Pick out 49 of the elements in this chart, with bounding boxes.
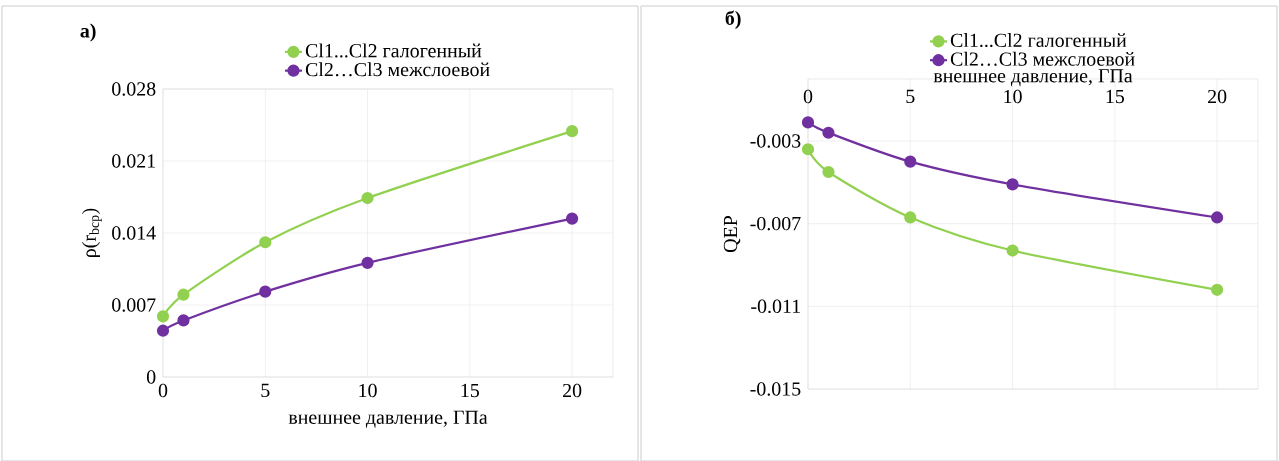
point bbox=[177, 288, 190, 301]
y-axis-title: ρ(r$_{bcp}$) bbox=[81, 208, 102, 257]
x-axis-title: внешнее давление, ГПа bbox=[933, 69, 1133, 87]
point bbox=[801, 116, 815, 129]
point bbox=[259, 236, 272, 249]
point bbox=[177, 314, 190, 327]
legend-label: Cl2…Cl3 межслоевой bbox=[305, 62, 490, 77]
point bbox=[1006, 178, 1019, 191]
x-tick-label: 0 bbox=[158, 383, 168, 398]
point bbox=[822, 126, 835, 139]
chart-title: а) bbox=[80, 23, 96, 42]
x-tick-label: 5 bbox=[261, 383, 270, 398]
y-tick-label: 0 bbox=[146, 370, 156, 384]
y-tick-label: -0.011 bbox=[751, 299, 800, 314]
x-tick-label: 15 bbox=[1106, 89, 1125, 104]
legend-label: Cl1...Cl2 галогенный bbox=[950, 32, 1127, 48]
x-tick-label: 10 bbox=[1004, 89, 1022, 104]
x-tick-label: 20 bbox=[1208, 89, 1227, 104]
x-tick-label: 10 bbox=[359, 383, 377, 398]
y-axis-title: QEP bbox=[723, 215, 741, 253]
point bbox=[904, 211, 917, 224]
x-tick-label: 0 bbox=[803, 89, 813, 104]
point bbox=[259, 285, 272, 298]
point bbox=[565, 212, 579, 225]
point bbox=[156, 324, 170, 337]
y-tick-label: -0.007 bbox=[750, 216, 801, 231]
y-tick-label: 0.021 bbox=[112, 154, 155, 168]
point bbox=[156, 310, 170, 323]
point bbox=[904, 155, 917, 168]
point bbox=[565, 125, 579, 138]
legend-label: Cl1...Cl2 галогенный bbox=[305, 43, 482, 58]
point bbox=[1006, 244, 1019, 257]
x-axis-title: внешнее давление, ГПа bbox=[288, 410, 488, 428]
x-tick-label: 20 bbox=[563, 383, 582, 398]
chart-title: б) bbox=[725, 10, 741, 29]
y-tick-label: -0.003 bbox=[750, 134, 801, 148]
y-tick-label: 0.007 bbox=[112, 298, 156, 312]
point bbox=[361, 191, 374, 205]
x-tick-label: 5 bbox=[906, 89, 915, 104]
legend-label: Cl2…Cl3 межслоевой bbox=[950, 51, 1135, 66]
point bbox=[801, 143, 815, 156]
y-tick-label: 0.028 bbox=[112, 82, 156, 96]
x-tick-label: 15 bbox=[461, 383, 480, 398]
y-tick-label: 0.014 bbox=[112, 226, 156, 240]
point bbox=[1211, 211, 1224, 224]
y-tick-label: -0.015 bbox=[750, 382, 801, 396]
point bbox=[822, 165, 835, 179]
point bbox=[1211, 283, 1224, 296]
point bbox=[361, 256, 374, 269]
